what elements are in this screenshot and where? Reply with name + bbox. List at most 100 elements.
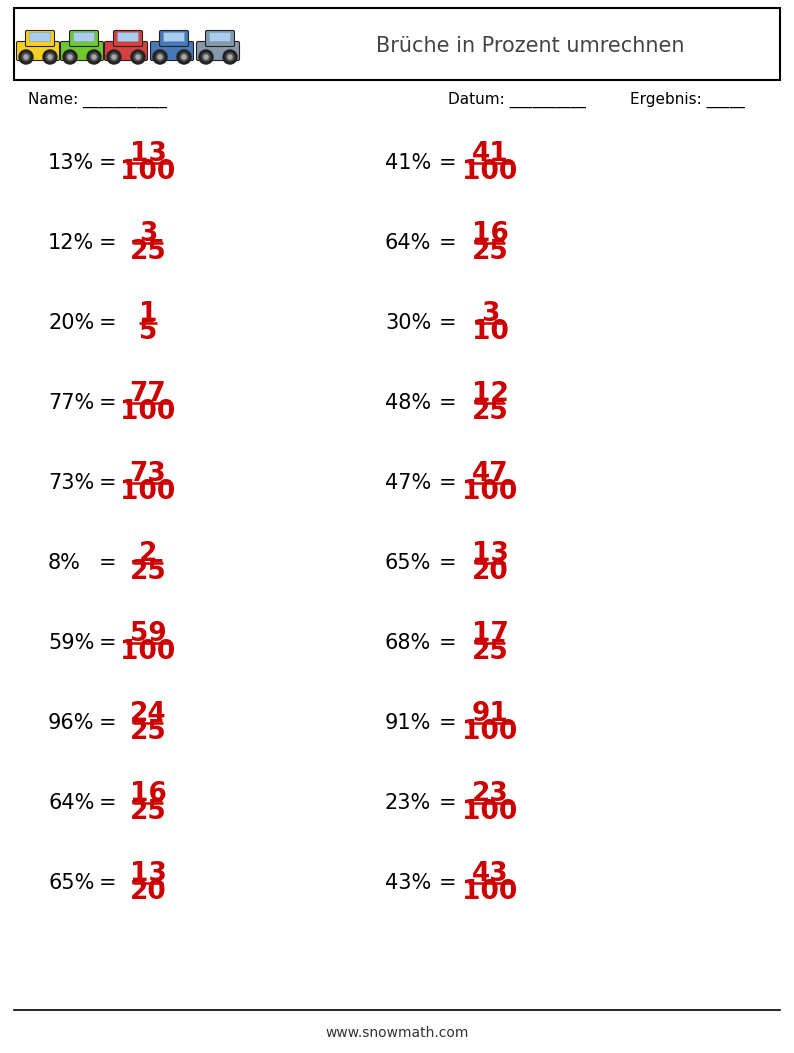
Text: =: = <box>439 473 457 493</box>
FancyBboxPatch shape <box>210 33 230 41</box>
Text: =: = <box>99 633 117 653</box>
Text: =: = <box>439 873 457 893</box>
Circle shape <box>134 53 142 61</box>
FancyBboxPatch shape <box>160 31 188 46</box>
Text: 48%: 48% <box>385 393 431 413</box>
Text: 25: 25 <box>129 719 167 744</box>
Text: Brüche in Prozent umrechnen: Brüche in Prozent umrechnen <box>376 36 684 56</box>
Text: 13: 13 <box>472 541 508 568</box>
Circle shape <box>48 55 52 59</box>
Text: =: = <box>99 313 117 333</box>
FancyBboxPatch shape <box>29 33 51 41</box>
Text: 13%: 13% <box>48 153 94 173</box>
Text: 65%: 65% <box>385 553 431 573</box>
FancyBboxPatch shape <box>118 33 138 41</box>
Circle shape <box>107 49 121 64</box>
Text: =: = <box>439 793 457 813</box>
Text: =: = <box>439 393 457 413</box>
Circle shape <box>68 55 72 59</box>
Text: 91%: 91% <box>385 713 431 733</box>
Circle shape <box>199 49 213 64</box>
Text: 43: 43 <box>472 861 508 887</box>
FancyBboxPatch shape <box>25 31 55 46</box>
Text: www.snowmath.com: www.snowmath.com <box>326 1026 468 1040</box>
Text: =: = <box>439 233 457 253</box>
Text: 100: 100 <box>462 879 518 905</box>
Text: 100: 100 <box>462 799 518 824</box>
Text: =: = <box>99 553 117 573</box>
Text: 100: 100 <box>121 639 175 664</box>
Circle shape <box>90 53 98 61</box>
Text: 25: 25 <box>129 799 167 824</box>
Circle shape <box>24 55 28 59</box>
Text: 16: 16 <box>129 781 167 807</box>
Text: 47%: 47% <box>385 473 431 493</box>
Circle shape <box>46 53 54 61</box>
Text: 3: 3 <box>139 221 157 247</box>
Text: 41: 41 <box>472 141 508 167</box>
Text: 25: 25 <box>129 239 167 265</box>
Circle shape <box>22 53 30 61</box>
Text: 68%: 68% <box>385 633 431 653</box>
Text: 100: 100 <box>121 399 175 424</box>
Text: 1: 1 <box>139 301 157 327</box>
Circle shape <box>153 49 167 64</box>
Circle shape <box>43 49 57 64</box>
Text: 25: 25 <box>472 639 508 664</box>
Text: 59: 59 <box>129 621 167 648</box>
Text: 12%: 12% <box>48 233 94 253</box>
Text: =: = <box>99 393 117 413</box>
Circle shape <box>182 55 186 59</box>
Circle shape <box>223 49 237 64</box>
Text: Ergebnis: _____: Ergebnis: _____ <box>630 92 745 108</box>
Text: 77%: 77% <box>48 393 94 413</box>
Text: 47: 47 <box>472 461 508 488</box>
Circle shape <box>19 49 33 64</box>
Text: 91: 91 <box>472 701 508 728</box>
Text: 16: 16 <box>472 221 508 247</box>
Text: 100: 100 <box>462 479 518 504</box>
Text: 12: 12 <box>472 381 508 408</box>
FancyBboxPatch shape <box>17 41 60 60</box>
FancyBboxPatch shape <box>164 33 184 41</box>
Circle shape <box>112 55 116 59</box>
Text: =: = <box>99 713 117 733</box>
FancyBboxPatch shape <box>196 41 240 60</box>
Text: 64%: 64% <box>385 233 431 253</box>
Text: 96%: 96% <box>48 713 94 733</box>
Text: 100: 100 <box>121 159 175 185</box>
Text: =: = <box>99 873 117 893</box>
FancyBboxPatch shape <box>74 33 94 41</box>
Text: 3: 3 <box>481 301 499 327</box>
Circle shape <box>63 49 77 64</box>
Text: Name: ___________: Name: ___________ <box>28 92 167 108</box>
Text: 25: 25 <box>472 239 508 265</box>
Text: =: = <box>99 233 117 253</box>
Text: 43%: 43% <box>385 873 431 893</box>
Text: =: = <box>439 153 457 173</box>
Text: 30%: 30% <box>385 313 431 333</box>
Text: 20: 20 <box>129 879 167 905</box>
Text: 25: 25 <box>472 399 508 424</box>
Text: 59%: 59% <box>48 633 94 653</box>
Text: 5: 5 <box>139 319 157 345</box>
Text: 100: 100 <box>121 479 175 504</box>
Text: =: = <box>99 153 117 173</box>
Text: 65%: 65% <box>48 873 94 893</box>
Circle shape <box>66 53 74 61</box>
Circle shape <box>202 53 210 61</box>
Circle shape <box>136 55 140 59</box>
Text: =: = <box>439 313 457 333</box>
Text: Datum: __________: Datum: __________ <box>448 92 586 108</box>
Text: 100: 100 <box>462 719 518 744</box>
Text: 64%: 64% <box>48 793 94 813</box>
Text: 24: 24 <box>129 701 166 728</box>
FancyBboxPatch shape <box>151 41 194 60</box>
Circle shape <box>180 53 188 61</box>
Text: 20: 20 <box>472 559 508 584</box>
Text: =: = <box>99 473 117 493</box>
Text: 100: 100 <box>462 159 518 185</box>
FancyBboxPatch shape <box>114 31 142 46</box>
Circle shape <box>228 55 232 59</box>
Text: 73: 73 <box>129 461 167 488</box>
